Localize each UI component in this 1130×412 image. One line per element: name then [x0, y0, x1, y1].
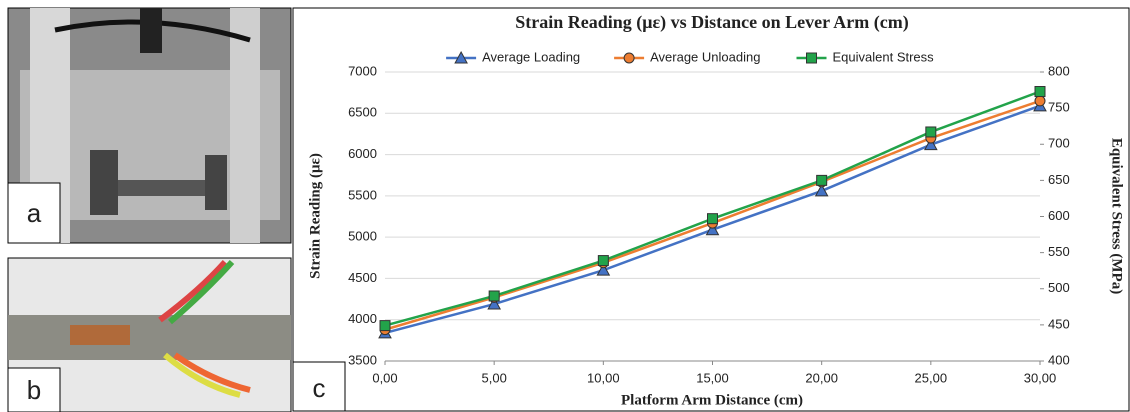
y2-tick-label: 550: [1048, 244, 1070, 259]
photo-a: [7, 7, 292, 244]
y-tick-label: 4000: [348, 311, 377, 326]
x-tick-label: 5,00: [482, 370, 507, 385]
marker: [806, 52, 817, 64]
y-tick-label: 6000: [348, 146, 377, 161]
x-tick-label: 20,00: [805, 370, 838, 385]
y2-tick-label: 450: [1048, 316, 1070, 331]
x-axis-label: Platform Arm Distance (cm): [621, 392, 803, 408]
panel-label: a: [27, 198, 42, 228]
marker: [707, 213, 718, 225]
label-box: [7, 367, 61, 412]
marker: [596, 263, 611, 276]
y-tick-label: 7000: [348, 63, 377, 78]
marker: [454, 50, 468, 64]
marker: [923, 137, 938, 151]
y2-tick-label: 600: [1048, 208, 1070, 223]
y2-tick-label: 650: [1048, 172, 1070, 187]
panel-label: c: [313, 373, 326, 403]
y2-tick-label: 750: [1048, 100, 1070, 115]
x-tick-label: 0,00: [372, 370, 397, 385]
y-axis-label: Strain Reading (με): [307, 153, 323, 279]
marker: [1034, 86, 1046, 98]
legend-label: Average Unloading: [650, 49, 760, 64]
y-tick-label: 4500: [348, 270, 377, 285]
x-tick-label: 15,00: [696, 370, 729, 385]
x-tick-label: 10,00: [587, 370, 620, 385]
label-box: [292, 361, 346, 412]
marker: [379, 320, 391, 332]
y2-tick-label: 800: [1048, 63, 1070, 78]
marker: [814, 183, 829, 197]
x-tick-label: 25,00: [915, 370, 948, 385]
legend-label: Equivalent Stress: [833, 49, 935, 64]
marker: [488, 290, 500, 302]
marker: [487, 296, 502, 310]
legend-label: Average Loading: [482, 49, 580, 64]
marker: [705, 222, 720, 236]
panel-label: b: [27, 375, 41, 405]
y-tick-label: 5000: [348, 229, 377, 244]
x-tick-label: 30,00: [1024, 370, 1057, 385]
chart-frame: [292, 7, 1130, 412]
y2-tick-label: 700: [1048, 136, 1070, 151]
chart-title: Strain Reading (με) vs Distance on Lever…: [515, 12, 909, 33]
y2-tick-label: 500: [1048, 280, 1070, 295]
marker: [623, 52, 635, 64]
marker: [597, 255, 609, 267]
y-tick-label: 6500: [348, 105, 377, 120]
label-box: [7, 182, 61, 244]
y-tick-label: 5500: [348, 187, 377, 202]
marker: [925, 126, 937, 138]
y2-axis-label: Equivalent Stress (MPa): [1109, 138, 1125, 294]
y-tick-label: 3500: [348, 352, 377, 367]
marker: [1034, 95, 1046, 107]
y2-tick-label: 400: [1048, 352, 1070, 367]
marker: [816, 174, 828, 186]
